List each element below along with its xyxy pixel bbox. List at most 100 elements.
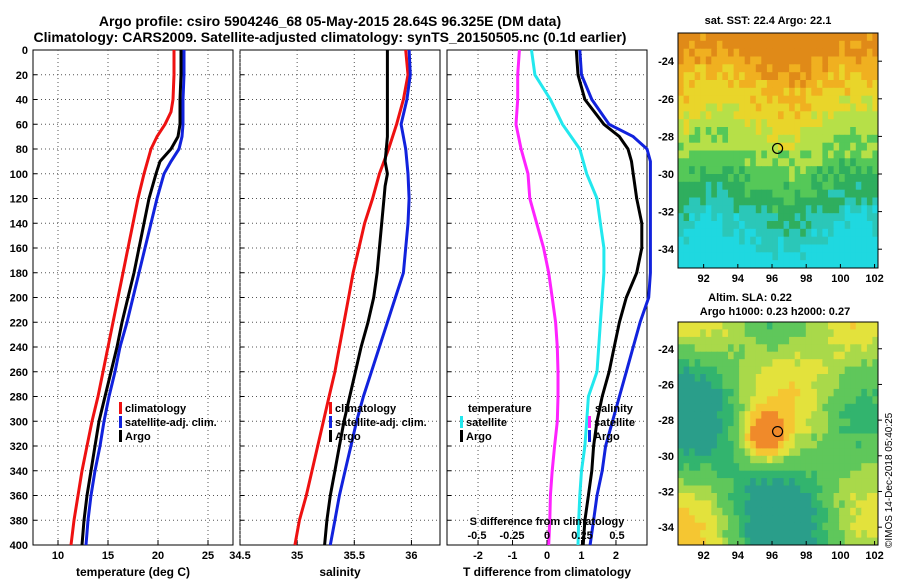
- map-cell: [783, 411, 790, 420]
- map-cell: [872, 381, 878, 390]
- map-cell: [872, 426, 878, 435]
- map-cell: [839, 244, 846, 253]
- map-cell: [861, 336, 868, 345]
- map-cell: [839, 381, 846, 390]
- map-cell: [789, 166, 796, 175]
- map-cell: [783, 127, 790, 136]
- map-cell: [683, 181, 690, 191]
- map-cell: [789, 344, 796, 353]
- map-cell: [800, 205, 807, 214]
- map-cell: [811, 351, 818, 360]
- map-cell: [844, 166, 851, 175]
- map-cell: [778, 455, 785, 464]
- map-cell: [850, 463, 857, 472]
- map-cell: [850, 403, 857, 412]
- map-cell: [822, 433, 829, 442]
- map-cell: [711, 381, 718, 390]
- map-cell: [789, 127, 796, 136]
- map-cell: [778, 127, 785, 136]
- map-cell: [822, 426, 829, 435]
- map-cell: [766, 197, 774, 206]
- map-cell: [861, 174, 868, 183]
- map-cell: [872, 455, 878, 464]
- map-cell: [678, 396, 685, 405]
- map-cell: [844, 181, 851, 191]
- map-cell: [822, 478, 829, 487]
- map-cell: [811, 381, 818, 390]
- map-cell: [778, 448, 785, 457]
- map-cell: [811, 396, 818, 405]
- map-cell: [794, 426, 801, 435]
- map-cell: [794, 150, 801, 159]
- map-cell: [805, 478, 812, 487]
- map-cell: [755, 470, 762, 479]
- map-cell: [839, 236, 846, 246]
- map-cell: [728, 374, 735, 382]
- map-cell: [728, 174, 735, 183]
- map-cell: [689, 493, 696, 501]
- map-cell: [839, 500, 846, 509]
- map-cell: [683, 411, 690, 420]
- map-cell: [755, 485, 762, 494]
- map-cell: [694, 463, 701, 472]
- legend-label: climatology: [335, 403, 397, 415]
- lon-tick-label: 100: [831, 273, 849, 285]
- depth-tick-label: 280: [10, 392, 28, 404]
- map-cell: [772, 213, 779, 222]
- map-cell: [750, 174, 757, 183]
- map-cell: [850, 322, 857, 330]
- map-cell: [811, 87, 818, 97]
- map-cell: [833, 329, 840, 338]
- map-cell: [866, 72, 874, 81]
- map-cell: [739, 336, 746, 345]
- map-cell: [822, 181, 829, 191]
- map-cell: [711, 455, 718, 464]
- map-cell: [761, 189, 768, 199]
- map-cell: [828, 174, 835, 183]
- map-cell: [822, 111, 829, 120]
- map-cell: [844, 470, 851, 479]
- map-cell: [778, 119, 785, 128]
- map-cell: [711, 119, 718, 128]
- map-cell: [800, 213, 807, 222]
- map-cell: [711, 189, 718, 199]
- lon-tick-label: 102: [865, 550, 883, 562]
- lat-tick-label: -34: [658, 244, 675, 256]
- map-cell: [866, 537, 874, 545]
- map-cell: [700, 388, 707, 397]
- map-cell: [766, 530, 774, 539]
- map-cell: [816, 174, 824, 183]
- map-cell: [755, 493, 762, 501]
- map-cell: [755, 374, 762, 382]
- map-cell: [694, 181, 701, 191]
- map-cell: [761, 221, 768, 230]
- map-cell: [822, 448, 829, 457]
- map-cell: [816, 205, 824, 214]
- map-cell: [705, 396, 712, 405]
- map-cell: [855, 142, 862, 152]
- map-cell: [850, 150, 857, 159]
- map-cell: [744, 448, 751, 457]
- map-cell: [811, 500, 818, 509]
- map-cell: [844, 522, 851, 531]
- map-cell: [872, 366, 878, 375]
- map-cell: [816, 522, 824, 531]
- map-cell: [694, 500, 701, 509]
- map-cell: [750, 33, 757, 42]
- map-cell: [733, 48, 740, 58]
- map-cell: [716, 87, 724, 97]
- legend-label: Argo: [466, 431, 492, 443]
- map-cell: [850, 493, 857, 501]
- map-cell: [833, 336, 840, 345]
- map-cell: [728, 166, 735, 175]
- map-cell: [866, 433, 874, 442]
- map-cell: [855, 500, 862, 509]
- legend-label: climatology: [125, 403, 187, 415]
- map-cell: [850, 485, 857, 494]
- map-cell: [772, 87, 779, 97]
- map-cell: [705, 166, 712, 175]
- map-cell: [766, 351, 774, 360]
- map-cell: [700, 111, 707, 120]
- map-cell: [833, 507, 840, 516]
